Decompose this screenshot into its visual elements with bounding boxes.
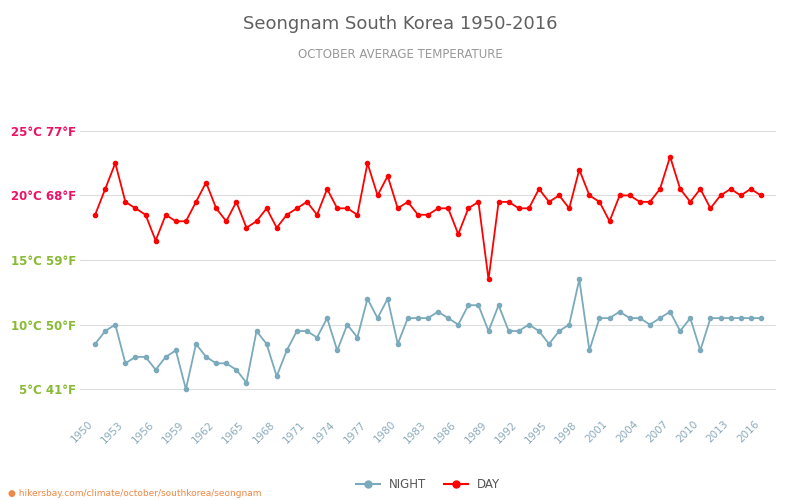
Y-axis label: TEMPERATURE: TEMPERATURE (0, 220, 2, 300)
Text: OCTOBER AVERAGE TEMPERATURE: OCTOBER AVERAGE TEMPERATURE (298, 48, 502, 60)
Text: ● hikersbay.com/climate/october/southkorea/seongnam: ● hikersbay.com/climate/october/southkor… (8, 488, 262, 498)
Text: Seongnam South Korea 1950-2016: Seongnam South Korea 1950-2016 (242, 15, 558, 33)
Legend: NIGHT, DAY: NIGHT, DAY (351, 474, 505, 496)
